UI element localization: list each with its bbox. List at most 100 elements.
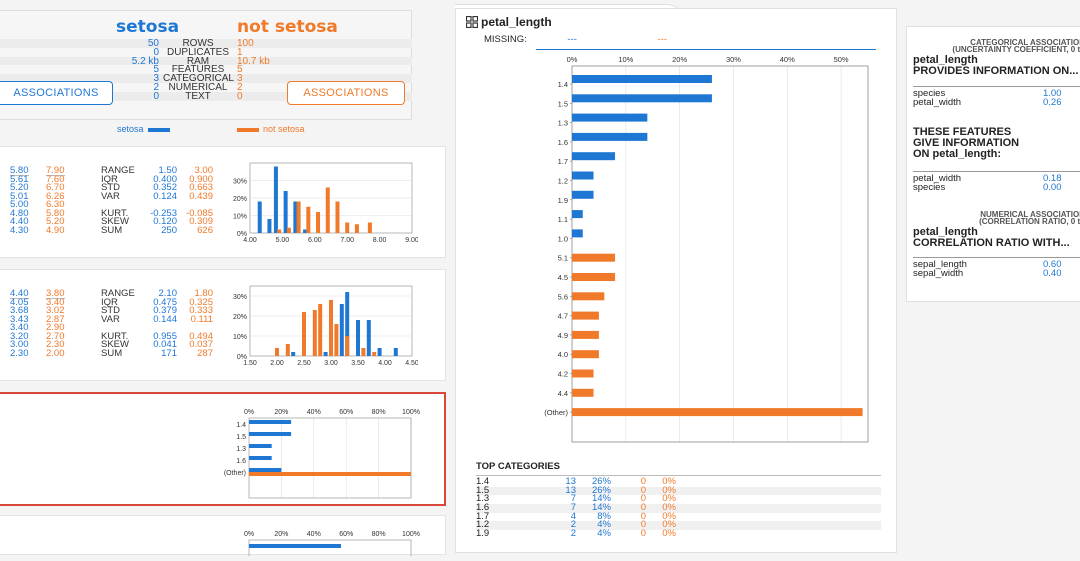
category-bar-not-setosa bbox=[572, 330, 599, 339]
percent-b: 0% bbox=[662, 484, 676, 496]
category-bar-setosa bbox=[572, 113, 648, 122]
x-tick-label: 40% bbox=[307, 531, 321, 538]
category-bar-setosa bbox=[572, 190, 594, 199]
quantiles-b: 7.90 7.60 6.70 6.26 6.30 5.80 5.20 4.90 bbox=[46, 166, 65, 235]
x-tick-label: 6.00 bbox=[308, 237, 322, 244]
category-label: 1.1 bbox=[558, 215, 568, 224]
y-tick-label: 20% bbox=[233, 314, 247, 321]
stat-row: SUM 250 626 bbox=[101, 226, 213, 236]
gives-heading-2: GIVE INFORMATION bbox=[913, 137, 1020, 149]
feature-card-petal-width[interactable]: 0% 20% 40% 60% 80% 100% bbox=[0, 515, 446, 561]
category-bar-b bbox=[249, 472, 411, 476]
summary-label: FEATURES bbox=[171, 64, 225, 76]
x-tick-label: 5.00 bbox=[276, 237, 290, 244]
stat-value-a: 0.379 bbox=[153, 305, 177, 316]
hist-bar-b bbox=[354, 224, 359, 233]
associations-button-a[interactable]: ASSOCIATIONS bbox=[0, 81, 113, 105]
percent-b: 0% bbox=[662, 493, 676, 505]
summary-row: 0 DUPLICATES 1 bbox=[0, 46, 412, 58]
summary-panel: setosa not setosa 50 ROWS 100 0 DUPLICATES 1 5… bbox=[0, 10, 412, 120]
quantile-value: 3.20 bbox=[10, 330, 29, 342]
category-label: 1.4 bbox=[558, 80, 568, 89]
quantile-value: 2.87 bbox=[46, 313, 65, 325]
x-tick-label: 4.50 bbox=[405, 360, 418, 367]
feature-card-petal-length[interactable]: 0% 20% 40% 60% 80% 100% 1.4 1.5 1.3 1.6 (Other) bbox=[0, 392, 446, 506]
summary-label: RAM bbox=[186, 55, 210, 67]
stat-value-a: 0.124 bbox=[153, 190, 177, 202]
quantile-value: 4.05 bbox=[10, 296, 29, 308]
assoc-row: species 0.00 bbox=[913, 181, 1080, 193]
stat-value-b: -0.085 bbox=[186, 207, 213, 219]
count-b: 0 bbox=[640, 484, 646, 496]
missing-b: --- bbox=[657, 34, 668, 45]
quantile-value: 4.40 bbox=[10, 216, 29, 227]
category-bar-not-setosa bbox=[572, 388, 594, 397]
count-a: 2 bbox=[570, 528, 576, 540]
hist-bar-b bbox=[312, 310, 317, 356]
feature-card-sepal-width[interactable]: 4.40 4.05 3.68 3.43 3.40 3.20 3.00 2.30 3.80 3.4… bbox=[0, 269, 446, 381]
category-label: (Other) bbox=[544, 408, 568, 417]
count-b: 0 bbox=[640, 476, 646, 487]
summary-label: NUMERICAL bbox=[168, 81, 228, 93]
feature-card-sepal-length[interactable]: 5.80 5.61 5.20 5.01 5.00 4.80 4.40 4.30 7.90 7.6… bbox=[0, 146, 446, 258]
category-label: 1.9 bbox=[558, 196, 568, 205]
summary-value-b: 10.7 kb bbox=[237, 55, 270, 67]
stat-label: RANGE bbox=[101, 288, 135, 299]
count-a: 7 bbox=[570, 502, 576, 514]
count-b: 0 bbox=[640, 528, 646, 540]
stat-value-b: 0.333 bbox=[189, 305, 213, 316]
corr-list: sepal_length 0.60 sepal_width 0.40 bbox=[913, 257, 1080, 278]
stat-value-b: 0.439 bbox=[189, 190, 213, 202]
x-tick-label: 3.50 bbox=[351, 360, 365, 367]
hist-bar-a bbox=[339, 304, 344, 356]
hist-bar-b bbox=[325, 187, 330, 233]
missing-a: --- bbox=[567, 34, 577, 45]
x-tick-label: 2.50 bbox=[297, 360, 311, 367]
summary-value-b: 0 bbox=[237, 90, 243, 102]
stat-row: SKEW 0.120 0.309 bbox=[101, 217, 213, 227]
missing-label: MISSING: bbox=[484, 34, 527, 45]
x-tick-label: 20% bbox=[274, 409, 288, 416]
num-assoc-subhead: (CORRELATION RATIO, 0 to bbox=[979, 217, 1080, 226]
x-tick-label: 20% bbox=[274, 531, 288, 538]
summary-row: 5.2 kb RAM 10.7 kb bbox=[0, 55, 412, 67]
stat-label: SUM bbox=[101, 347, 123, 359]
stat-value-a: 0.041 bbox=[153, 339, 177, 350]
summary-value-a: 0 bbox=[153, 90, 159, 102]
hist-bar-b bbox=[335, 201, 340, 233]
top-category-row: 1.7 4 8% 0 0% bbox=[476, 510, 881, 522]
quantile-value: 2.30 bbox=[46, 339, 65, 350]
category-bar-a bbox=[249, 444, 272, 448]
summary-row: 0 TEXT 0 bbox=[0, 90, 412, 102]
stats-table: RANGE 1.50 3.00 IQR 0.400 0.900 STD 0.352 0.663 V… bbox=[101, 166, 213, 236]
stat-value-b: 287 bbox=[197, 347, 213, 359]
count-b: 0 bbox=[640, 510, 646, 522]
hist-bar-a bbox=[323, 352, 328, 356]
quantile-value: 5.80 bbox=[10, 165, 29, 176]
category-label: 1.6 bbox=[558, 138, 568, 147]
stat-label: IQR bbox=[101, 296, 118, 308]
category-label: 1.3 bbox=[558, 119, 568, 128]
category-bar-not-setosa bbox=[572, 253, 616, 262]
gives-heading-1: THESE FEATURES bbox=[913, 126, 1012, 138]
assoc-row: sepal_width 0.40 bbox=[913, 269, 1080, 279]
category-label: 4.0 bbox=[558, 350, 568, 359]
assoc-row: petal_width 0.18 bbox=[913, 174, 1080, 184]
category-label: 1.5 bbox=[236, 434, 246, 441]
assoc-value: 0.00 bbox=[1043, 181, 1062, 193]
summary-value-a: 0 bbox=[153, 46, 159, 58]
associations-button-b[interactable]: ASSOCIATIONS bbox=[287, 81, 405, 105]
quantile-value: 6.30 bbox=[46, 199, 65, 210]
hist-bar-b bbox=[285, 344, 290, 356]
top-category-row: 1.2 2 4% 0 0% bbox=[476, 520, 881, 531]
x-tick-label: 50% bbox=[834, 55, 849, 64]
assoc-value: 1.00 bbox=[1043, 88, 1062, 99]
count-a: 13 bbox=[565, 484, 576, 496]
category-label: 4.4 bbox=[558, 389, 568, 398]
count-b: 0 bbox=[640, 493, 646, 505]
category-label: 1.3 bbox=[236, 446, 246, 453]
quantile-value: 3.43 bbox=[10, 313, 29, 325]
stat-label: KURT. bbox=[101, 207, 129, 219]
summary-value-b: 100 bbox=[237, 38, 254, 49]
category-label: 1.0 bbox=[558, 234, 568, 243]
